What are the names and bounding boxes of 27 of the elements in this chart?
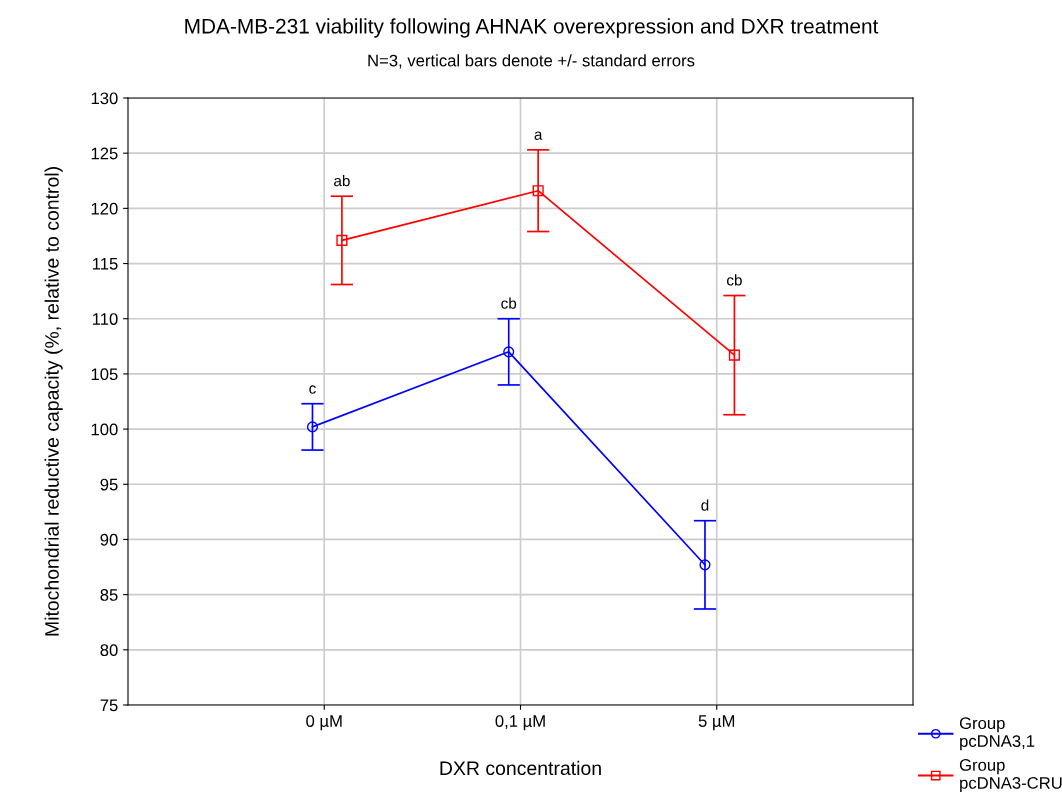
y-tick-label: 90 — [100, 533, 118, 546]
annotation: ab — [334, 175, 350, 187]
y-tick-label: 130 — [91, 92, 118, 105]
annotation: c — [309, 385, 316, 394]
y-tick-label: 85 — [100, 589, 118, 601]
x-tick-label: 0 µM — [306, 715, 342, 731]
chart-title: MDA-MB-231 viability following AHNAK overexpression and DXR treatment — [185, 18, 879, 38]
annotation: cb — [501, 297, 517, 309]
y-axis-title: Mitochondrial reductive capacity (%, relative to control) — [44, 167, 63, 636]
chart-subtitle: N=3, vertical bars denote +/- standard errors — [368, 54, 695, 69]
x-axis-title: DXR concentration — [440, 760, 601, 776]
annotation: a — [534, 131, 543, 140]
y-tick-label: 125 — [91, 147, 118, 160]
y-tick-label: 115 — [92, 258, 118, 270]
annotation: d — [701, 499, 709, 511]
y-tick-label: 95 — [100, 478, 118, 491]
x-tick-label: 5 µM — [698, 715, 735, 731]
legend-label: Group pcDNA3-CRU — [959, 759, 1062, 793]
annotation: cb — [726, 274, 742, 286]
y-tick-label: 75 — [100, 699, 118, 712]
y-tick-label: 105 — [91, 368, 118, 381]
x-tick-label: 0,1 µM — [495, 715, 545, 731]
legend-label: Group pcDNA3,1 — [959, 717, 1035, 751]
y-tick-label: 80 — [100, 644, 118, 657]
y-tick-label: 110 — [92, 313, 118, 325]
y-tick-label: 100 — [91, 423, 118, 436]
y-tick-label: 120 — [91, 202, 118, 215]
